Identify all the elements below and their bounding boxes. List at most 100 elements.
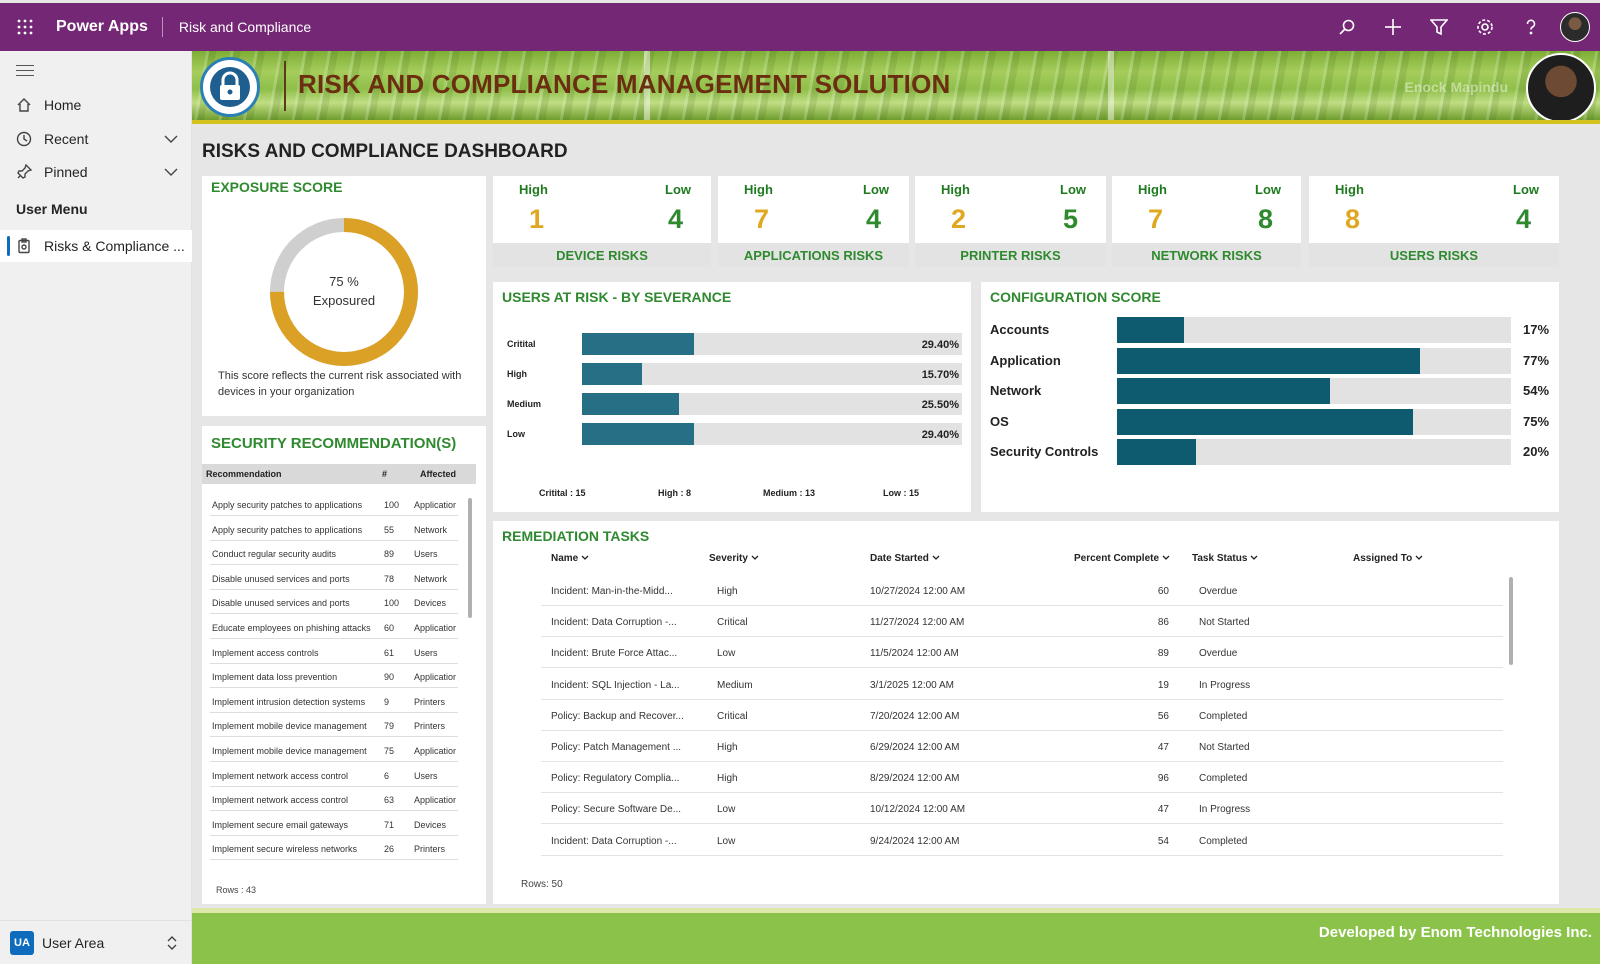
config-bar-track <box>1117 347 1511 374</box>
column-header-assigned-to[interactable]: Assigned To <box>1353 553 1423 564</box>
column-header-count[interactable]: # <box>382 469 388 479</box>
task-status-cell: Completed <box>1199 835 1248 847</box>
task-name-cell: Policy: Regulatory Complia... <box>551 773 680 785</box>
remediation-scrollbar[interactable] <box>1509 577 1513 665</box>
table-row[interactable]: Apply security patches to applications 55… <box>210 517 458 541</box>
app-name[interactable]: Power Apps <box>56 18 148 35</box>
table-row[interactable]: Educate employees on phishing attacks 60 A… <box>210 615 458 639</box>
config-value: 75% <box>1523 413 1550 429</box>
column-header-affected[interactable]: Affected <box>420 469 457 479</box>
column-header-task-status[interactable]: Task Status <box>1192 553 1258 564</box>
table-row[interactable]: Implement network access control 6 Users <box>210 763 458 787</box>
recommendations-scrollbar[interactable] <box>468 498 472 618</box>
task-name-cell: Policy: Secure Software De... <box>551 804 682 816</box>
sidebar-item-risks-compliance[interactable]: Risks & Compliance ... <box>0 230 192 262</box>
table-row[interactable]: Implement data loss prevention 90 Applicat… <box>210 664 458 689</box>
sidebar-item-recent[interactable]: Recent <box>0 123 192 155</box>
column-header-percent-complete[interactable]: Percent Complete <box>1074 553 1170 564</box>
low-label: Low <box>665 182 691 197</box>
column-header-severity[interactable]: Severity <box>709 553 759 564</box>
severity-bar <box>582 333 694 355</box>
settings-icon[interactable] <box>1462 4 1508 50</box>
table-row[interactable]: Incident: Brute Force Attac... Low 11/5/20… <box>541 637 1503 669</box>
high-label: High <box>1335 182 1364 197</box>
table-row[interactable]: Policy: Backup and Recover... Critical 7/2… <box>541 700 1503 731</box>
clock-icon <box>0 131 44 147</box>
high-label: High <box>1138 182 1167 197</box>
user-area-switcher[interactable]: UA User Area <box>0 920 192 964</box>
count-cell: 71 <box>384 819 395 830</box>
column-header-name[interactable]: Name <box>551 553 589 564</box>
table-row[interactable]: Implement network access control 63 Applic… <box>210 787 458 812</box>
risk-card-users-risks: High Low 8 4 USERS RISKS <box>1309 176 1559 267</box>
chevron-up-down-icon[interactable] <box>166 935 178 951</box>
help-icon[interactable] <box>1508 4 1554 50</box>
table-row[interactable]: Implement secure wireless networks 26 Prin… <box>210 836 458 861</box>
risk-card-network-risks: High Low 7 8 NETWORK RISKS <box>1112 176 1301 267</box>
banner-divider <box>284 61 286 111</box>
exposure-label: Exposured <box>312 293 376 308</box>
table-row[interactable]: Incident: Data Corruption -... Critical 11… <box>541 606 1503 638</box>
sidebar-item-home[interactable]: Home <box>0 89 192 121</box>
date-started-cell: 11/27/2024 12:00 AM <box>870 617 965 629</box>
sidebar-item-pinned[interactable]: Pinned <box>0 156 192 188</box>
app-launcher-icon[interactable] <box>0 3 50 51</box>
table-row[interactable]: Apply security patches to applications 10… <box>210 492 458 516</box>
chevron-down-icon[interactable] <box>578 553 589 564</box>
low-label: Low <box>1060 182 1086 197</box>
table-row[interactable]: Implement secure email gateways 71 Devices <box>210 812 458 836</box>
affected-cell: Users <box>414 770 438 781</box>
count-cell: 89 <box>384 549 395 560</box>
sidebar-section-title: User Menu <box>16 201 88 217</box>
recommendation-cell: Disable unused services and ports <box>212 573 350 584</box>
column-header-date-started[interactable]: Date Started <box>870 553 940 564</box>
table-row[interactable]: Policy: Secure Software De... Low 10/12/20… <box>541 793 1503 825</box>
percent-complete-cell: 86 <box>1157 617 1169 629</box>
main-canvas: RISK AND COMPLIANCE MANAGEMENT SOLUTION … <box>192 51 1600 964</box>
chevron-down-icon[interactable] <box>164 132 178 146</box>
table-row[interactable]: Conduct regular security audits 89 Users <box>210 541 458 566</box>
chevron-down-icon[interactable] <box>748 553 759 564</box>
search-icon[interactable] <box>1324 4 1370 50</box>
severity-cell: Low <box>717 648 736 660</box>
chevron-down-icon[interactable] <box>1412 553 1423 564</box>
count-cell: 26 <box>384 844 395 855</box>
table-row[interactable]: Incident: Data Corruption -... Low 9/24/20… <box>541 825 1503 856</box>
chevron-down-icon[interactable] <box>1159 553 1170 564</box>
count-cell: 78 <box>384 573 395 584</box>
severity-bar-track <box>582 423 962 445</box>
config-value: 77% <box>1523 352 1550 368</box>
percent-complete-cell: 60 <box>1157 586 1169 597</box>
count-cell: 75 <box>384 746 395 756</box>
user-avatar[interactable] <box>1560 12 1590 42</box>
table-row[interactable]: Implement mobile device management 75 Appl… <box>210 738 458 762</box>
hamburger-menu-icon[interactable] <box>16 65 34 79</box>
severity-cell: High <box>717 742 738 753</box>
config-value: 17% <box>1523 322 1550 337</box>
lock-logo-icon <box>200 57 260 117</box>
severity-bar-track <box>582 333 962 355</box>
table-row[interactable]: Policy: Regulatory Complia... High 8/29/20… <box>541 762 1503 794</box>
column-header-recommendation[interactable]: Recommendation <box>206 469 282 479</box>
severity-cell: High <box>717 773 738 785</box>
severity-label: High <box>507 369 527 379</box>
table-row[interactable]: Policy: Patch Management ... High 6/29/202… <box>541 731 1503 762</box>
affected-cell: Applicatior <box>414 500 457 510</box>
filter-icon[interactable] <box>1416 4 1462 50</box>
risk-card-printer-risks: High Low 2 5 PRINTER RISKS <box>915 176 1106 267</box>
table-row[interactable]: Incident: SQL Injection - La... Medium 3/1… <box>541 669 1503 700</box>
chevron-down-icon[interactable] <box>164 165 178 179</box>
chevron-down-icon[interactable] <box>1247 553 1258 564</box>
home-icon <box>0 97 44 113</box>
sidebar-item-label: Home <box>44 97 82 113</box>
table-row[interactable]: Implement mobile device management 79 Prin… <box>210 713 458 738</box>
severity-label: Critital <box>507 339 536 349</box>
table-row[interactable]: Disable unused services and ports 100 Devi… <box>210 590 458 615</box>
table-row[interactable]: Implement intrusion detection systems 9 Pr… <box>210 689 458 713</box>
table-row[interactable]: Incident: Man-in-the-Midd... High 10/27/20… <box>541 575 1503 606</box>
breadcrumb[interactable]: Risk and Compliance <box>178 19 312 35</box>
table-row[interactable]: Disable unused services and ports 78 Netwo… <box>210 566 458 590</box>
chevron-down-icon[interactable] <box>929 553 940 564</box>
add-icon[interactable] <box>1370 4 1416 50</box>
table-row[interactable]: Implement access controls 61 Users <box>210 640 458 664</box>
